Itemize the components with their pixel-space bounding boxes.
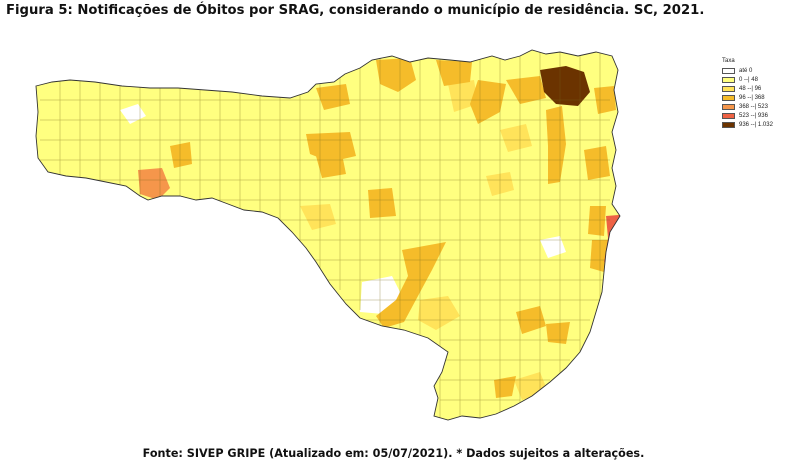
legend-item: 48 --| 96 bbox=[722, 84, 786, 93]
legend-swatch bbox=[722, 76, 735, 83]
region-zero bbox=[120, 104, 146, 124]
region-class-3 bbox=[506, 76, 546, 104]
legend-label: 48 --| 96 bbox=[739, 85, 762, 92]
legend-swatch bbox=[722, 94, 735, 101]
region-class-2 bbox=[500, 124, 532, 152]
legend-swatch bbox=[722, 67, 735, 74]
region-class-6 bbox=[540, 66, 590, 106]
legend-label: 523 --| 936 bbox=[739, 112, 768, 119]
region-class-3 bbox=[316, 84, 350, 110]
region-class-3 bbox=[584, 146, 610, 180]
region-class-3 bbox=[470, 80, 506, 124]
legend-item: até 0 bbox=[722, 66, 786, 75]
region-class-2 bbox=[418, 296, 460, 330]
legend-label: 96 --| 368 bbox=[739, 94, 765, 101]
region-zero bbox=[540, 236, 566, 258]
legend-label: 0 --| 48 bbox=[739, 76, 758, 83]
legend-swatch bbox=[722, 85, 735, 92]
source-note: Fonte: SIVEP GRIPE (Atualizado em: 05/07… bbox=[142, 447, 645, 460]
region-class-3 bbox=[494, 376, 516, 398]
legend-swatch bbox=[722, 121, 735, 128]
legend-item: 368 --| 523 bbox=[722, 102, 786, 111]
region-class-3 bbox=[170, 142, 192, 168]
legend-title: Taxa bbox=[722, 58, 735, 64]
region-class-3 bbox=[546, 322, 570, 344]
region-class-2 bbox=[300, 204, 336, 230]
legend-rows: até 0 0 --| 48 48 --| 96 96 --| 368 368 --| … bbox=[722, 66, 786, 129]
region-class-4 bbox=[138, 168, 170, 200]
map-legend: Taxa até 0 0 --| 48 48 --| 96 96 --| 368 368… bbox=[722, 58, 786, 129]
figure-title: Figura 5: Notificações de Óbitos por SRA… bbox=[6, 3, 705, 18]
region-class-3 bbox=[368, 188, 396, 218]
legend-item: 936 --| 1.032 bbox=[722, 120, 786, 129]
legend-item: 96 --| 368 bbox=[722, 93, 786, 102]
legend-item: 523 --| 936 bbox=[722, 111, 786, 120]
region-class-3 bbox=[590, 240, 608, 272]
highlight-regions bbox=[120, 58, 620, 400]
region-class-2 bbox=[210, 228, 236, 250]
region-class-3 bbox=[376, 242, 446, 328]
region-class-3 bbox=[588, 206, 606, 236]
legend-item: 0 --| 48 bbox=[722, 75, 786, 84]
region-class-3 bbox=[306, 132, 356, 162]
region-class-3 bbox=[376, 58, 416, 92]
region-class-3 bbox=[436, 60, 472, 86]
legend-label: 936 --| 1.032 bbox=[739, 121, 773, 128]
legend-label: até 0 bbox=[739, 67, 753, 74]
legend-swatch bbox=[722, 103, 735, 110]
region-class-3 bbox=[546, 106, 566, 184]
municipal-borders bbox=[40, 50, 610, 420]
legend-label: 368 --| 523 bbox=[739, 103, 768, 110]
legend-swatch bbox=[722, 112, 735, 119]
